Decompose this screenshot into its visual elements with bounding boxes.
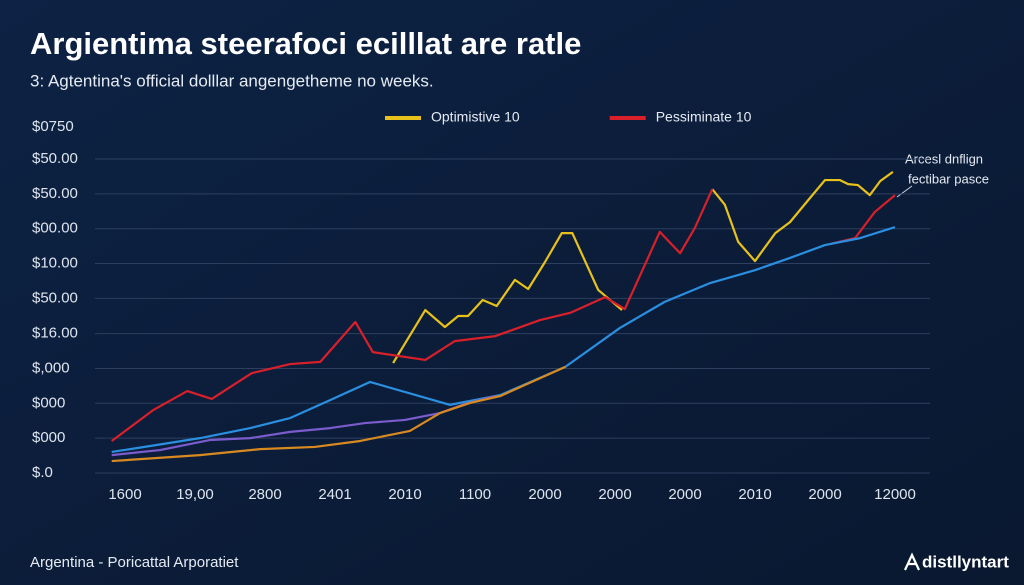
y-tick-label: $16.00 — [32, 325, 78, 342]
x-tick-label: 2010 — [388, 486, 421, 503]
legend-label: Pessiminate 10 — [656, 109, 752, 125]
plot-area: $.0 $000 $000 $,000 $16.00 $50.00 $10.00 $00.00… — [32, 109, 930, 503]
y-tick-label: $00.00 — [32, 220, 78, 237]
x-tick-label: 2000 — [808, 486, 841, 503]
x-tick-label: 1100 — [459, 486, 491, 503]
chart-title: Argientima steerafoci ecilllat are ratle — [30, 26, 581, 61]
x-tick-label: 2010 — [738, 486, 771, 503]
y-tick-label: $,000 — [32, 359, 70, 376]
y-tick-label: $10.00 — [32, 255, 78, 272]
y-tick-label: $000 — [32, 429, 65, 446]
series-line — [392, 232, 623, 364]
annotation: Arcesl dnflign — [905, 151, 983, 166]
x-tick-label: 2000 — [598, 486, 631, 503]
logo-icon — [904, 552, 920, 571]
x-tick-label: 2000 — [668, 486, 701, 503]
footer-left: Argentina - Poricattal Arporatiet — [30, 554, 239, 571]
y-tick-label: $.0 — [32, 464, 53, 481]
x-tick-label: 2000 — [528, 486, 561, 503]
series-line — [711, 170, 894, 263]
y-tick-label: $50.00 — [32, 185, 78, 202]
x-tick-label: 2401 — [318, 486, 351, 503]
y-tick-label: $50.00 — [32, 289, 78, 306]
x-tick-label: 1600 — [108, 486, 141, 503]
footer-right: distllyntart — [922, 552, 1009, 571]
series-line — [111, 188, 714, 442]
chart-subtitle: 3: Agtentina's official dolllar angenget… — [30, 71, 434, 90]
y-tick-label: $000 — [32, 394, 65, 411]
x-tick-label: 2800 — [248, 486, 281, 503]
legend-label: Optimistive 10 — [431, 109, 520, 125]
x-tick-label: 12000 — [874, 486, 916, 503]
series-line — [111, 365, 566, 463]
y-tick-label: $50.00 — [32, 150, 78, 167]
annotation: fectibar pasce — [908, 171, 989, 186]
y-axis-label: $0750 — [32, 118, 74, 135]
annotation-leader — [896, 185, 913, 198]
x-tick-label: 19,00 — [176, 486, 214, 503]
